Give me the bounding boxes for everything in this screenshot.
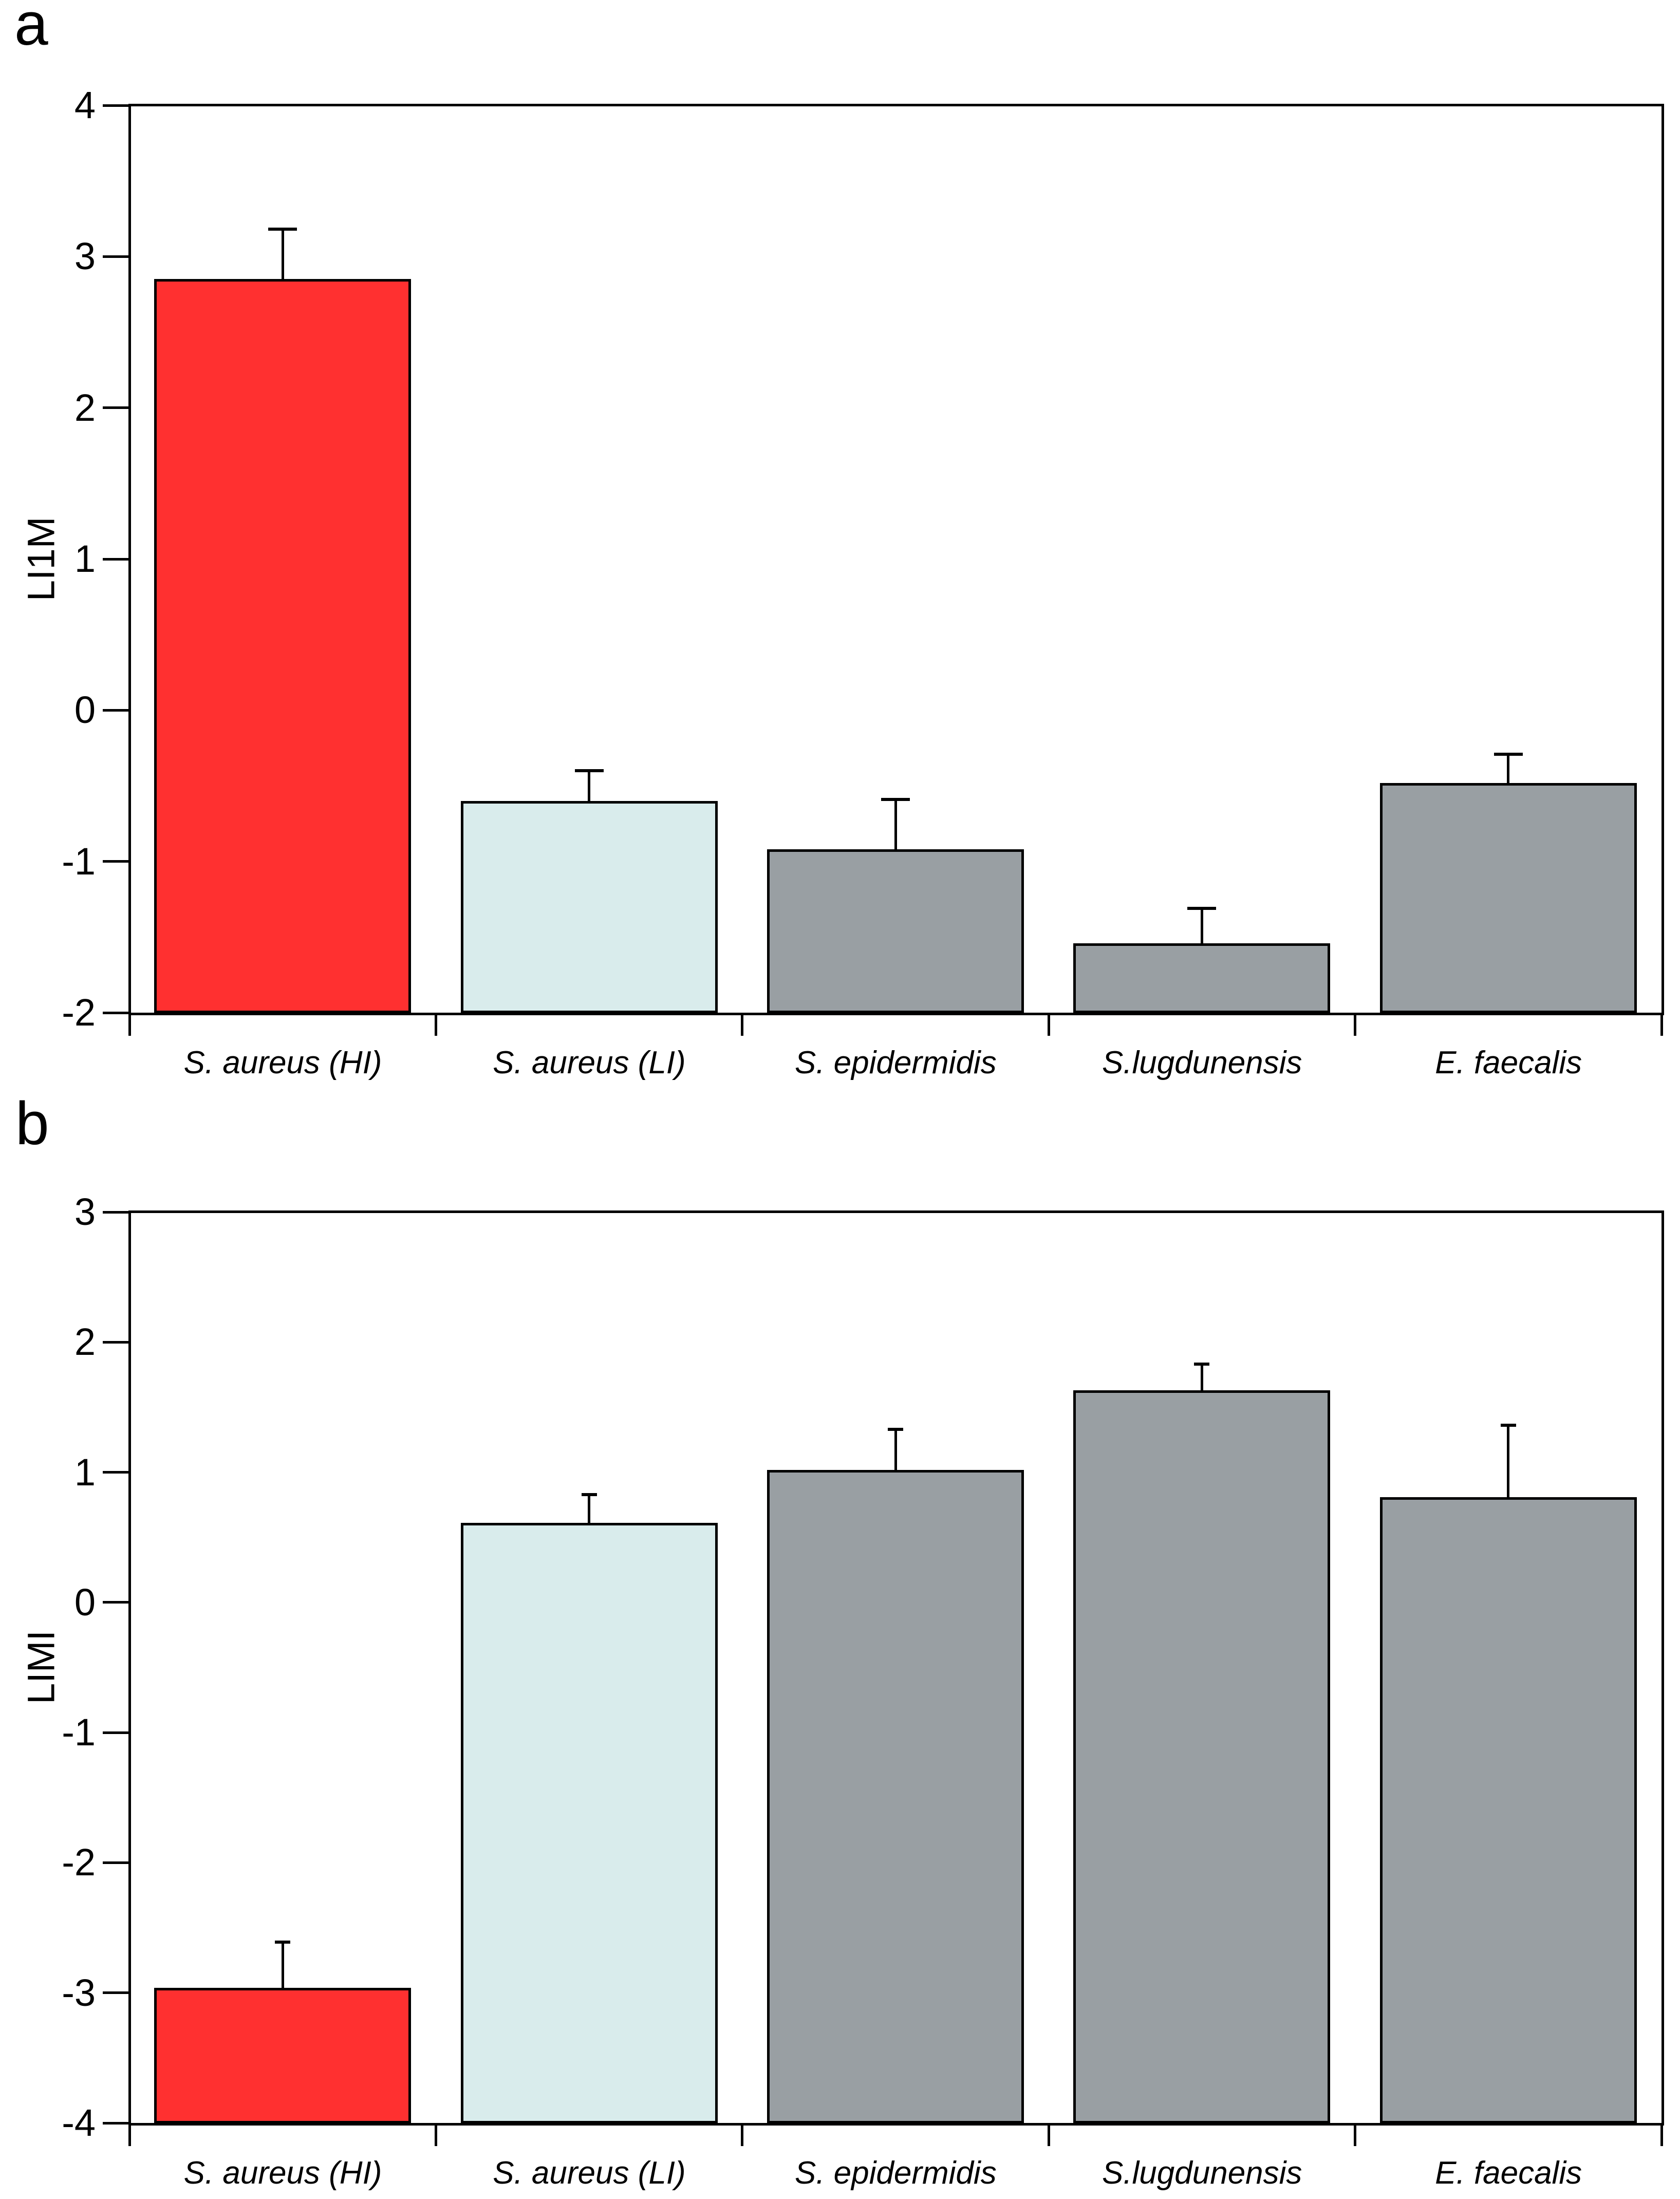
error-bar-cap <box>1494 752 1523 756</box>
x-category-label: S.lugdunensis <box>1102 2155 1302 2191</box>
bar-s-aureus-li- <box>460 1523 718 2123</box>
x-axis-tick <box>1047 1014 1050 1036</box>
y-axis-tick <box>103 2121 128 2125</box>
error-bar-cap <box>268 228 297 231</box>
x-axis-tick <box>434 2125 437 2146</box>
x-axis-tick <box>1660 1014 1663 1036</box>
error-bar-whisker <box>588 1494 591 1523</box>
x-axis-tick <box>128 1014 131 1036</box>
y-axis-tick <box>103 1340 128 1344</box>
bar-e-faecalis <box>1379 1497 1637 2123</box>
y-axis-tick <box>103 1471 128 1474</box>
x-category-label: S. aureus (LI) <box>493 2155 686 2191</box>
y-axis-title-b: LIMI <box>20 1630 63 1704</box>
y-axis-tick-label: -1 <box>62 1711 96 1754</box>
y-axis-tick-label: 1 <box>74 537 96 580</box>
x-category-label: S. aureus (HI) <box>183 1045 382 1080</box>
error-bar-cap <box>888 1427 903 1431</box>
error-bar-whisker <box>1200 1364 1203 1390</box>
panel-letter-a: a <box>14 0 48 58</box>
error-bar-cap <box>275 1940 291 1944</box>
x-axis-tick <box>1354 1014 1357 1036</box>
y-axis-tick <box>103 1861 128 1864</box>
y-axis-tick-label: -2 <box>62 991 96 1034</box>
y-axis-tick-label: -2 <box>62 1841 96 1884</box>
error-bar-whisker <box>894 799 897 850</box>
panel-letter-b: b <box>15 1090 49 1158</box>
error-bar-whisker <box>1200 908 1203 943</box>
x-axis-tick <box>1354 2125 1357 2146</box>
error-bar-whisker <box>281 1942 284 1988</box>
y-axis-tick <box>103 709 128 712</box>
error-bar-whisker <box>1507 1425 1510 1497</box>
x-category-label: S. aureus (HI) <box>183 2155 382 2191</box>
x-category-label: S. aureus (LI) <box>493 1045 686 1080</box>
error-bar-cap <box>1194 1363 1210 1366</box>
y-axis-tick <box>103 1991 128 1995</box>
plot-area-a <box>128 104 1664 1015</box>
bar-s-aureus-li- <box>460 800 718 1013</box>
y-axis-tick <box>103 406 128 409</box>
y-axis-tick-label: 2 <box>74 386 96 429</box>
y-axis-tick <box>103 860 128 863</box>
x-category-label: E. faecalis <box>1435 2155 1582 2191</box>
y-axis-tick <box>103 1210 128 1214</box>
y-axis-tick <box>103 1601 128 1604</box>
y-axis-tick-label: 3 <box>74 1190 96 1233</box>
error-bar-cap <box>581 1493 597 1496</box>
y-axis-tick-label: -4 <box>62 2101 96 2144</box>
x-axis-tick <box>741 1014 744 1036</box>
bar-s-epidermidis <box>767 849 1024 1013</box>
y-axis-tick <box>103 1731 128 1734</box>
bar-e-faecalis <box>1379 782 1637 1013</box>
x-axis-tick <box>1047 2125 1050 2146</box>
x-category-label: S.lugdunensis <box>1102 1045 1302 1080</box>
x-axis-tick <box>741 2125 744 2146</box>
error-bar-cap <box>574 769 604 773</box>
plot-area-b <box>128 1210 1664 2126</box>
bar-s-lugdunensis <box>1073 943 1331 1013</box>
y-axis-tick-label: -3 <box>62 1971 96 2014</box>
bar-s-aureus-hi- <box>154 1987 412 2123</box>
y-axis-tick-label: -1 <box>62 840 96 883</box>
bar-s-aureus-hi- <box>154 279 412 1013</box>
x-category-label: S. epidermidis <box>794 2155 997 2191</box>
y-axis-tick <box>103 1011 128 1014</box>
y-axis-tick-label: 1 <box>74 1450 96 1494</box>
bar-s-epidermidis <box>767 1469 1024 2123</box>
y-axis-tick-label: 4 <box>74 84 96 126</box>
y-axis-tick-label: 3 <box>74 235 96 278</box>
y-axis-tick <box>103 104 128 107</box>
error-bar-cap <box>1187 906 1217 910</box>
error-bar-whisker <box>1507 754 1510 783</box>
x-category-label: E. faecalis <box>1435 1045 1582 1080</box>
y-axis-tick <box>103 255 128 258</box>
y-axis-tick-label: 0 <box>74 1580 96 1624</box>
x-category-label: S. epidermidis <box>794 1045 997 1080</box>
error-bar-cap <box>1500 1424 1516 1427</box>
error-bar-whisker <box>281 229 284 279</box>
x-axis-tick <box>1660 2125 1663 2146</box>
error-bar-whisker <box>588 771 591 801</box>
error-bar-whisker <box>894 1429 897 1470</box>
x-axis-tick <box>128 2125 131 2146</box>
bar-s-lugdunensis <box>1073 1390 1331 2123</box>
error-bar-cap <box>881 797 910 801</box>
y-axis-tick-label: 0 <box>74 688 96 732</box>
x-axis-tick <box>434 1014 437 1036</box>
y-axis-tick-label: 2 <box>74 1320 96 1364</box>
y-axis-tick <box>103 557 128 561</box>
